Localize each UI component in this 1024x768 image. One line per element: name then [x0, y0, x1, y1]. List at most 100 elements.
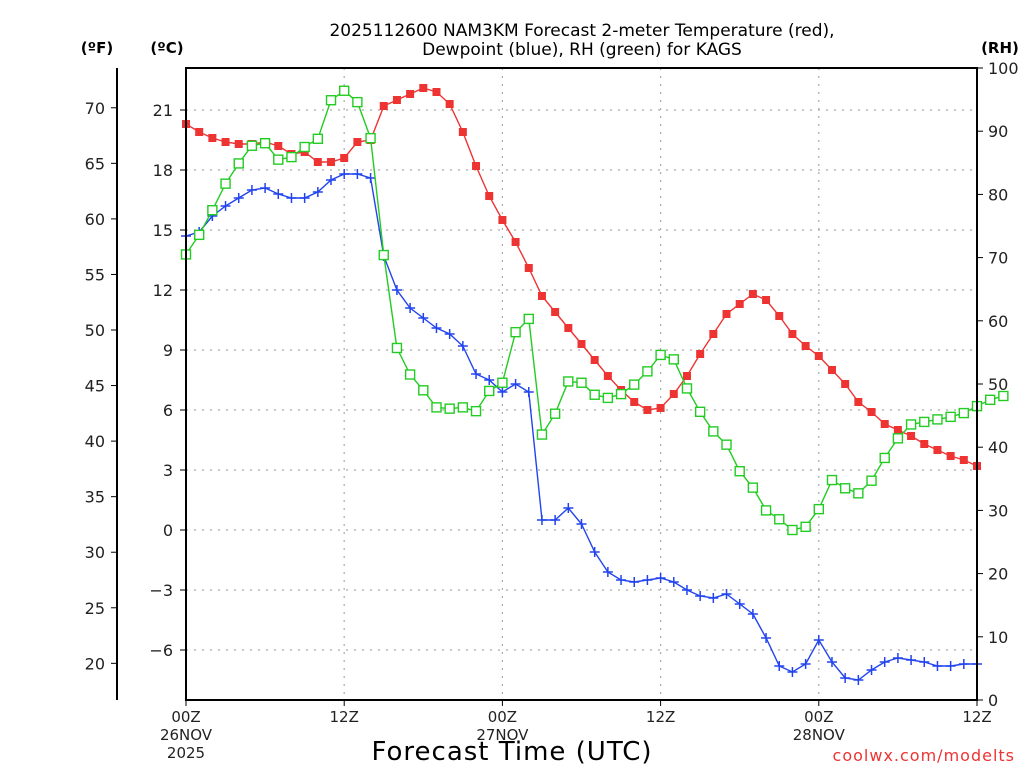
- dewpoint-point: [523, 387, 534, 397]
- rh-point: [932, 414, 943, 425]
- credit-link[interactable]: coolwx.com/modelts: [833, 746, 1015, 765]
- series-line-dewpoint: [185, 173, 977, 681]
- temperature-point: [445, 100, 454, 108]
- celsius-axis: −6 −3 0 3 6 9 12 15 18 21: [149, 101, 186, 660]
- dewpoint-point: [906, 655, 917, 665]
- dewpoint-point: [312, 187, 323, 197]
- dewpoint-point: [352, 169, 363, 179]
- rh-point: [734, 466, 745, 477]
- rh-point: [273, 154, 284, 165]
- dewpoint-point: [497, 387, 508, 397]
- rh-point: [602, 392, 614, 404]
- temperature-point: [867, 408, 876, 416]
- rh-point: [787, 524, 798, 536]
- time-tick-label: 12Z: [330, 708, 359, 726]
- temperature-point: [498, 216, 507, 224]
- celsius-tick-label: 0: [163, 521, 173, 540]
- temperature-point: [893, 426, 902, 434]
- rh-point: [826, 474, 838, 486]
- rh-axis-label: (RH): [981, 39, 1019, 57]
- temperature-point: [630, 398, 639, 406]
- dewpoint-point: [958, 659, 969, 669]
- series-rh: [180, 85, 1009, 536]
- celsius-tick-label: −6: [149, 641, 173, 660]
- time-tick-label: 12Z: [962, 708, 991, 726]
- temperature-point: [814, 352, 823, 360]
- rh-point: [615, 388, 627, 400]
- rh-tick-label: 100: [988, 59, 1019, 78]
- celsius-tick-label: 18: [153, 161, 173, 180]
- dewpoint-point: [576, 519, 587, 529]
- rh-point: [919, 416, 930, 428]
- rh-point: [958, 407, 970, 419]
- rh-point: [853, 488, 864, 499]
- temperature-point: [656, 404, 665, 412]
- rh-tick-label: 0: [988, 691, 998, 710]
- dewpoint-point: [589, 547, 600, 557]
- fahrenheit-axis-label: (ºF): [81, 39, 113, 57]
- dewpoint-point: [286, 193, 297, 203]
- rh-point: [286, 151, 297, 163]
- rh-tick-label: 90: [988, 122, 1008, 141]
- rh-point: [629, 379, 640, 390]
- temperature-point: [551, 308, 560, 316]
- rh-point: [813, 503, 824, 515]
- rh-point: [339, 85, 350, 96]
- dewpoint-point: [655, 573, 666, 583]
- dewpoint-point: [616, 575, 627, 585]
- rh-tick-label: 50: [988, 375, 1008, 394]
- rh-point: [470, 405, 482, 417]
- dewpoint-point: [681, 585, 692, 595]
- temperature-point: [748, 290, 757, 298]
- dewpoint-point: [484, 375, 495, 385]
- dewpoint-point: [273, 189, 284, 199]
- rh-point: [866, 475, 877, 486]
- dewpoint-point: [405, 303, 416, 313]
- temperature-point: [841, 380, 850, 388]
- celsius-tick-label: −3: [149, 581, 173, 600]
- fahrenheit-tick-label: 60: [85, 210, 105, 229]
- dewpoint-point: [800, 659, 811, 669]
- rh-point: [391, 342, 403, 354]
- dewpoint-point: [826, 657, 837, 667]
- rh-point: [312, 133, 324, 144]
- celsius-tick-label: 9: [163, 341, 173, 360]
- temperature-point: [432, 88, 441, 96]
- temperature-point: [392, 96, 401, 104]
- temperature-point: [722, 310, 731, 318]
- dewpoint-point: [457, 341, 468, 351]
- celsius-tick-label: 21: [153, 101, 173, 120]
- temperature-point: [327, 158, 336, 166]
- temperature-point: [854, 398, 863, 406]
- temperature-point: [195, 128, 204, 136]
- x-axis-title: Forecast Time (UTC): [371, 737, 652, 767]
- fahrenheit-tick-label: 65: [85, 154, 105, 173]
- rh-point: [431, 402, 442, 413]
- rh-point: [681, 383, 693, 394]
- rh-point: [378, 249, 389, 261]
- rh-tick-label: 30: [988, 501, 1008, 520]
- dewpoint-point: [471, 369, 482, 379]
- temperature-point: [340, 154, 349, 162]
- series-group: [180, 84, 1009, 685]
- fahrenheit-tick-label: 25: [85, 599, 105, 618]
- rh-point: [839, 483, 851, 494]
- temperature-point: [524, 264, 533, 272]
- celsius-tick-label: 12: [153, 281, 173, 300]
- rh-point: [984, 394, 996, 405]
- celsius-tick-label: 3: [163, 461, 173, 480]
- time-tick-year: 2025: [167, 744, 205, 762]
- temperature-point: [709, 330, 718, 338]
- rh-point: [998, 390, 1009, 402]
- dewpoint-point: [813, 635, 824, 645]
- temperature-point: [221, 138, 230, 146]
- dewpoint-point: [932, 661, 943, 671]
- dewpoint-point: [853, 675, 864, 685]
- dewpoint-point: [866, 665, 877, 675]
- rh-tick-label: 60: [988, 312, 1008, 331]
- temperature-point: [788, 330, 797, 338]
- rh-point: [259, 138, 271, 149]
- rh-point: [668, 354, 679, 365]
- rh-point: [800, 521, 811, 533]
- temperature-point: [946, 452, 955, 460]
